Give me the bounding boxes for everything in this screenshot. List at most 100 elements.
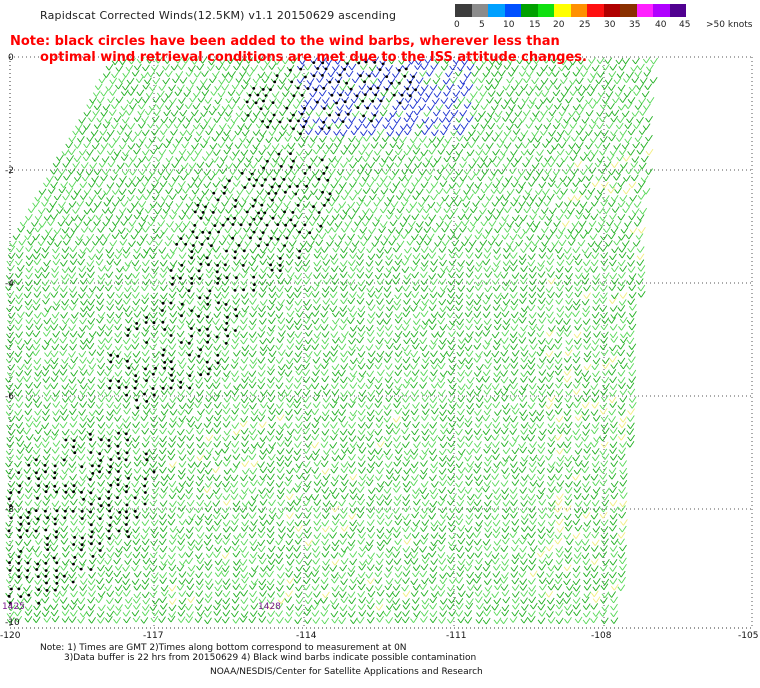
wind-barb [627, 408, 635, 415]
wind-barb [473, 446, 481, 454]
wind-barb [176, 103, 184, 111]
wind-barb [259, 64, 268, 71]
wind-barb [356, 253, 364, 260]
wind-barb [213, 149, 221, 156]
contamination-circle [321, 190, 324, 194]
wind-barb [544, 155, 552, 163]
wind-barb [510, 311, 519, 319]
wind-barb [277, 83, 285, 90]
contamination-circle [124, 385, 128, 389]
wind-barb [554, 102, 562, 110]
wind-barb [553, 135, 562, 143]
wind-barb [208, 123, 217, 130]
wind-barb [175, 220, 183, 228]
contamination-circle [239, 223, 243, 227]
wind-barb [230, 474, 239, 482]
wind-barb [356, 272, 365, 279]
wind-barb [594, 130, 602, 137]
wind-barb [575, 77, 584, 85]
wind-barb [351, 240, 360, 247]
contamination-circle [190, 327, 193, 330]
wind-barb [440, 64, 449, 71]
wind-barb [284, 460, 293, 467]
wind-barb [249, 318, 257, 325]
wind-barb [637, 271, 646, 278]
wind-barb [439, 454, 447, 462]
wind-barb [458, 337, 466, 344]
wind-barb [178, 252, 187, 259]
wind-barb [374, 447, 383, 455]
wind-barb [528, 180, 536, 187]
wind-barb [382, 122, 390, 129]
wind-barb [459, 225, 467, 233]
wind-barb [214, 408, 223, 416]
wind-barb [257, 479, 266, 486]
wind-barb [626, 441, 635, 448]
wind-barb [69, 245, 78, 253]
wind-barb [347, 233, 355, 241]
wind-barb [51, 266, 59, 273]
wind-barb [605, 122, 614, 129]
wind-barb [479, 90, 488, 97]
wind-barb [451, 239, 460, 247]
wind-barb [502, 415, 511, 422]
wind-barb [132, 427, 140, 434]
wind-barb [410, 408, 419, 416]
wind-barb [122, 251, 131, 259]
wind-barb [5, 460, 13, 468]
wind-barb [447, 466, 456, 474]
wind-barb [356, 486, 365, 493]
wind-barb [150, 292, 159, 300]
wind-barb [457, 388, 466, 396]
wind-barb [565, 304, 573, 311]
wind-barb [421, 428, 429, 436]
wind-barb [32, 253, 41, 260]
wind-barb [447, 440, 456, 448]
wind-barb [160, 402, 169, 409]
contamination-circle [284, 190, 287, 194]
wind-barb [302, 201, 311, 208]
wind-barb [461, 154, 470, 162]
wind-barb [330, 181, 339, 189]
wind-barb [340, 193, 349, 201]
wind-barb [151, 396, 159, 403]
wind-barb [127, 143, 136, 150]
contamination-circle [198, 296, 202, 300]
wind-barb [551, 154, 560, 162]
wind-barb [446, 148, 454, 156]
wind-barb [122, 149, 130, 157]
wind-barb [401, 324, 410, 331]
wind-barb [364, 168, 373, 176]
wind-barb [617, 377, 626, 384]
wind-barb [456, 181, 464, 188]
wind-barb [583, 446, 592, 454]
wind-barb [477, 161, 485, 169]
wind-barb [285, 414, 294, 421]
wind-barb [430, 311, 439, 318]
wind-barb [285, 350, 293, 357]
wind-barb [564, 487, 573, 494]
wind-barb [129, 168, 138, 176]
wind-barb [562, 167, 571, 175]
wind-barb [446, 434, 455, 442]
wind-barb [498, 220, 507, 227]
wind-barb [465, 292, 474, 300]
wind-barb [128, 220, 137, 227]
contamination-circle [299, 67, 303, 71]
wind-barb [631, 156, 640, 163]
wind-barb [95, 408, 104, 416]
wind-barb [466, 96, 474, 104]
wind-barb [481, 168, 490, 175]
wind-barb [321, 337, 330, 344]
wind-barb [340, 317, 349, 324]
wind-barb [511, 434, 520, 442]
wind-barb [321, 362, 329, 370]
wind-barb [384, 337, 392, 345]
wind-barb [456, 402, 465, 409]
wind-barb [633, 220, 642, 227]
wind-barb [628, 284, 637, 291]
wind-barb [511, 272, 520, 279]
wind-barb [376, 265, 384, 273]
wind-barb [102, 121, 111, 129]
wind-barb [249, 298, 257, 305]
